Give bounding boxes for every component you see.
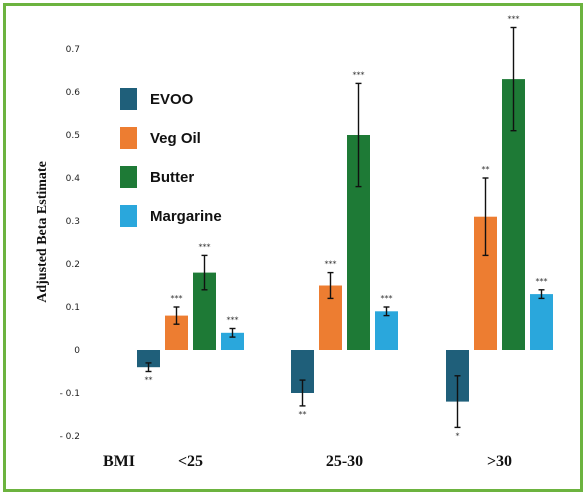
significance-label: *** bbox=[227, 316, 239, 325]
y-tick-label: - 0.2 bbox=[60, 432, 80, 442]
significance-label: ** bbox=[145, 376, 153, 385]
legend-swatch bbox=[120, 205, 137, 227]
y-tick-label: 0.4 bbox=[66, 174, 81, 184]
x-axis: BMI <25 25-30 >30 bbox=[103, 453, 512, 470]
y-tick-label: 0.7 bbox=[66, 45, 80, 55]
significance-label: ** bbox=[482, 165, 490, 174]
significance-label: *** bbox=[171, 294, 183, 303]
legend-label: Butter bbox=[150, 169, 194, 186]
legend-label: Veg Oil bbox=[150, 130, 201, 147]
bar bbox=[137, 350, 160, 368]
legend-label: EVOO bbox=[150, 91, 194, 108]
bar bbox=[530, 294, 553, 350]
significance-label: ** bbox=[299, 410, 307, 419]
category-label: >30 bbox=[487, 453, 512, 470]
y-tick-label: - 0.1 bbox=[60, 389, 80, 399]
category-label: <25 bbox=[178, 453, 203, 470]
x-axis-title: BMI bbox=[103, 453, 135, 470]
significance-label: *** bbox=[381, 294, 393, 303]
bar bbox=[165, 315, 188, 350]
y-tick-label: 0.3 bbox=[66, 217, 80, 227]
significance-label: *** bbox=[325, 260, 337, 269]
legend: EVOO Veg Oil Butter Margarine bbox=[120, 88, 222, 227]
legend-label: Margarine bbox=[150, 208, 222, 225]
y-axis-title: Adjusted Beta Estimate bbox=[35, 161, 50, 303]
y-tick-label: 0.1 bbox=[66, 303, 80, 313]
legend-swatch bbox=[120, 127, 137, 149]
y-tick-label: 0.2 bbox=[66, 260, 80, 270]
y-axis: - 0.2 - 0.1 0 0.1 0.2 0.3 0.4 0.5 0.6 0.7 bbox=[60, 45, 81, 442]
significance-label: * bbox=[456, 431, 460, 440]
bar bbox=[474, 216, 497, 350]
significance-label: *** bbox=[353, 70, 365, 79]
significance-label: *** bbox=[199, 242, 211, 251]
bar bbox=[319, 285, 342, 350]
bar bbox=[291, 350, 314, 393]
legend-swatch bbox=[120, 166, 137, 188]
category-label: 25-30 bbox=[326, 453, 363, 470]
y-tick-label: 0 bbox=[74, 346, 80, 356]
significance-label: *** bbox=[536, 277, 548, 286]
bars: ******************************* bbox=[137, 15, 553, 440]
y-tick-label: 0.5 bbox=[66, 131, 80, 141]
bar bbox=[502, 79, 525, 350]
bar bbox=[347, 135, 370, 350]
bar bbox=[221, 332, 244, 350]
bar bbox=[193, 272, 216, 350]
bar bbox=[375, 311, 398, 350]
y-tick-label: 0.6 bbox=[66, 88, 81, 98]
legend-swatch bbox=[120, 88, 137, 110]
significance-label: *** bbox=[508, 15, 520, 24]
